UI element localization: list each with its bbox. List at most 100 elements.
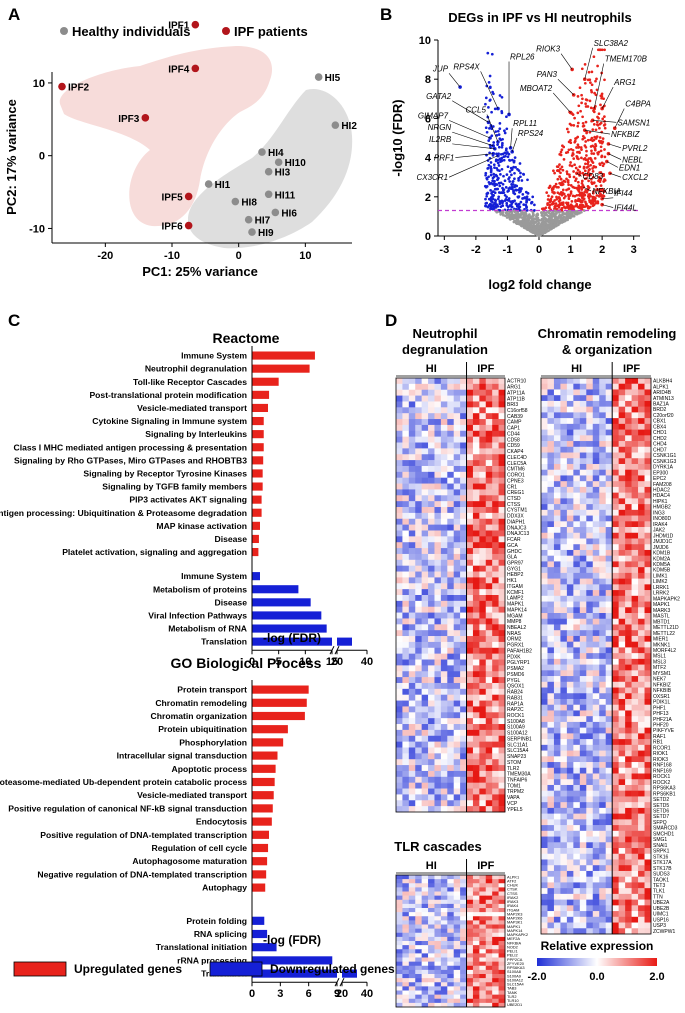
heatmap-cell bbox=[447, 677, 454, 684]
heatmap-cell bbox=[460, 595, 467, 602]
heatmap-cell bbox=[466, 524, 474, 531]
heatmap-cell bbox=[631, 739, 639, 746]
heatmap-cell bbox=[402, 630, 410, 637]
heatmap-cell bbox=[440, 436, 448, 443]
heatmap-cell bbox=[547, 469, 555, 476]
heatmap-cell bbox=[618, 400, 626, 407]
heatmap-cell bbox=[644, 756, 652, 763]
heatmap-cell bbox=[566, 572, 574, 579]
volcano-label-leader bbox=[592, 120, 617, 123]
bar-category-label: Intracellular signal transduction bbox=[117, 751, 247, 761]
chrom-title-line2: & organization bbox=[562, 342, 652, 357]
heatmap-cell bbox=[541, 687, 548, 694]
heatmap-cell bbox=[560, 452, 568, 459]
heatmap-cell bbox=[541, 595, 548, 602]
volcano-gene-dot bbox=[484, 126, 488, 130]
heatmap-gene-label: CPNE3 bbox=[507, 478, 524, 484]
volcano-gene-dot bbox=[558, 213, 562, 217]
volcano-gene-dot bbox=[590, 70, 594, 74]
heatmap-cell bbox=[396, 407, 403, 414]
heatmap-cell bbox=[618, 658, 626, 665]
heatmap-cell bbox=[573, 389, 581, 396]
volcano-gene-dot bbox=[573, 163, 576, 167]
heatmap-cell bbox=[492, 659, 499, 666]
heatmap-cell bbox=[485, 424, 493, 432]
heatmap-cell bbox=[592, 750, 600, 757]
heatmap-cell bbox=[492, 489, 499, 496]
heatmap-cell bbox=[428, 624, 435, 631]
heatmap-cell bbox=[579, 750, 587, 757]
heatmap-cell bbox=[560, 802, 568, 809]
heatmap-cell bbox=[472, 395, 480, 402]
heatmap-cell bbox=[408, 765, 416, 772]
volcano-gene-dot bbox=[498, 157, 502, 161]
heatmap-cell bbox=[415, 389, 422, 396]
heatmap-cell bbox=[599, 899, 607, 906]
heatmap-cell bbox=[415, 806, 422, 813]
heatmap-cell bbox=[612, 773, 619, 780]
volcano-gene-dot bbox=[559, 171, 562, 175]
volcano-gene-dot bbox=[567, 148, 571, 152]
volcano-gene-dot bbox=[588, 99, 592, 103]
heatmap-gene-label: PSMA2 bbox=[507, 666, 524, 672]
heatmap-gene-label: HDAC2 bbox=[653, 487, 670, 493]
heatmap-cell bbox=[612, 916, 619, 923]
heatmap-cell bbox=[547, 790, 555, 797]
heatmap-cell bbox=[428, 724, 435, 731]
heatmap-cell bbox=[460, 477, 467, 484]
heatmap-cell bbox=[592, 721, 600, 728]
pca-point-hi10 bbox=[274, 158, 283, 167]
heatmap-cell bbox=[592, 882, 600, 889]
heatmap-cell bbox=[460, 782, 467, 789]
heatmap-cell bbox=[498, 512, 506, 520]
heatmap-cell bbox=[612, 876, 619, 883]
heatmap-cell bbox=[644, 762, 652, 769]
heatmap-cell bbox=[586, 601, 594, 608]
heatmap-cell bbox=[447, 671, 454, 678]
heatmap-cell bbox=[579, 911, 587, 918]
heatmap-gene-label: ACTR10 bbox=[507, 379, 526, 385]
heatmap-cell bbox=[573, 773, 581, 780]
heatmap-cell bbox=[631, 492, 639, 499]
heatmap-cell bbox=[553, 830, 561, 837]
volcano-gene-dot bbox=[552, 169, 555, 173]
heatmap-gene-label: MSL1 bbox=[653, 654, 666, 660]
heatmap-cell bbox=[605, 865, 613, 872]
volcano-gene-dot bbox=[572, 170, 575, 173]
heatmap-cell bbox=[599, 607, 607, 614]
heatmap-cell bbox=[541, 727, 548, 734]
heatmap-cell bbox=[566, 607, 574, 614]
heatmap-cell bbox=[434, 653, 442, 660]
heatmap-gene-label: MIER1 bbox=[653, 637, 669, 643]
heatmap-cell bbox=[485, 618, 493, 625]
heatmap-cell bbox=[599, 681, 607, 688]
heatmap-cell bbox=[498, 630, 506, 637]
heatmap-cell bbox=[547, 630, 555, 637]
heatmap-cell bbox=[631, 549, 639, 556]
volcano-label-leader bbox=[576, 173, 582, 177]
heatmap-cell bbox=[421, 641, 429, 649]
heatmap-cell bbox=[579, 578, 587, 585]
heatmap-cell bbox=[605, 549, 613, 556]
volcano-gene-dot bbox=[549, 213, 553, 216]
volcano-gene-dot bbox=[503, 151, 507, 155]
heatmap-cell bbox=[402, 665, 410, 672]
heatmap-cell bbox=[447, 595, 454, 602]
heatmap-cell bbox=[453, 624, 461, 631]
heatmap-cell bbox=[599, 521, 607, 528]
heatmap-cell bbox=[402, 460, 410, 467]
heatmap-cell bbox=[644, 790, 652, 797]
heatmap-cell bbox=[547, 870, 555, 877]
heatmap-gene-label: S100A8 bbox=[507, 719, 525, 725]
heatmap-cell bbox=[498, 747, 506, 754]
heatmap-cell bbox=[586, 630, 594, 637]
heatmap-cell bbox=[415, 688, 422, 695]
heatmap-cell bbox=[434, 659, 442, 666]
panel-c-label: C bbox=[8, 311, 20, 330]
heatmap-cell bbox=[547, 527, 555, 534]
bar-category-label: Signaling by Rho GTPases, Miro GTPases a… bbox=[14, 455, 247, 465]
heatmap-cell bbox=[402, 436, 410, 443]
heatmap-cell bbox=[573, 916, 581, 923]
volcano-gene-dot bbox=[497, 145, 501, 149]
heatmap-cell bbox=[579, 813, 587, 820]
